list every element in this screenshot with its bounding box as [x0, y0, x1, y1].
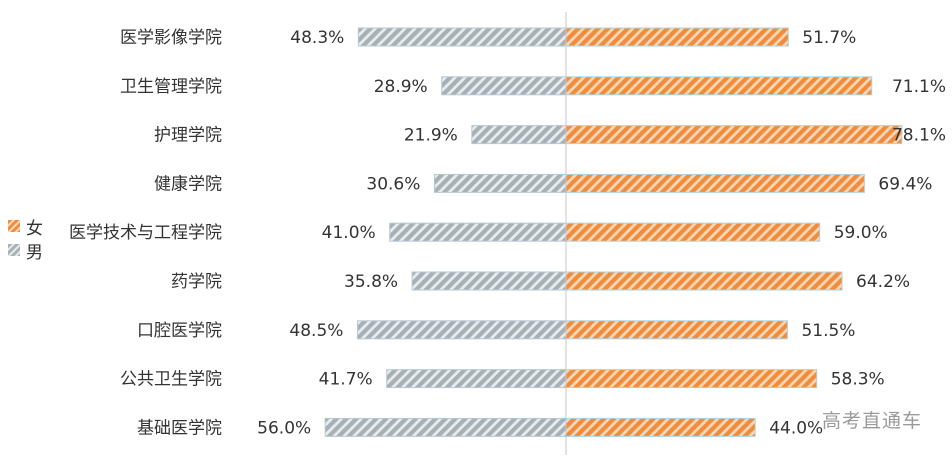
bar-male[interactable] — [386, 369, 567, 389]
data-label-male: 56.0% — [257, 418, 311, 438]
category-label: 基础医学院 — [137, 418, 222, 438]
data-label-male: 48.5% — [289, 321, 343, 341]
bars-group: 医学影像学院 48.3% 51.7% 卫生管理学院 28.9% 71.1% 护理学院 21.9… — [69, 27, 946, 438]
category-label: 药学院 — [171, 272, 222, 292]
data-label-female: 78.1% — [892, 126, 946, 146]
bar-female[interactable] — [565, 27, 789, 47]
bar-female[interactable] — [565, 222, 821, 242]
data-label-male: 30.6% — [366, 174, 420, 194]
bar-female[interactable] — [565, 76, 873, 96]
bar-female[interactable] — [565, 417, 756, 437]
data-label-female: 64.2% — [856, 272, 910, 292]
data-label-female: 69.4% — [878, 174, 932, 194]
bar-female[interactable] — [565, 173, 865, 193]
data-label-female: 44.0% — [769, 418, 823, 438]
legend-swatch-female — [8, 220, 20, 232]
bar-female[interactable] — [565, 320, 788, 340]
watermark: 高考直通车 — [821, 410, 922, 432]
bar-female[interactable] — [565, 369, 818, 389]
category-label: 医学技术与工程学院 — [69, 223, 222, 243]
data-label-female: 71.1% — [892, 77, 946, 97]
data-label-female: 59.0% — [834, 223, 888, 243]
bar-female[interactable] — [565, 271, 843, 291]
data-label-male: 41.0% — [322, 223, 376, 243]
legend-item-male[interactable]: 男 — [8, 238, 43, 263]
category-label: 医学影像学院 — [120, 28, 222, 48]
bar-male[interactable] — [324, 417, 567, 437]
bar-male[interactable] — [441, 76, 567, 96]
category-label: 公共卫生学院 — [120, 370, 222, 390]
legend-swatch-male — [8, 244, 20, 256]
category-label: 健康学院 — [154, 174, 222, 194]
legend-item-female[interactable]: 女 — [8, 214, 43, 239]
category-label: 护理学院 — [154, 126, 222, 146]
bar-male[interactable] — [433, 173, 567, 193]
legend-label-male: 男 — [26, 242, 43, 263]
bar-male[interactable] — [357, 27, 567, 47]
category-label: 卫生管理学院 — [120, 77, 222, 97]
data-label-male: 41.7% — [319, 370, 373, 390]
legend: 女 男 — [8, 214, 43, 263]
bar-male[interactable] — [389, 222, 567, 242]
data-label-female: 51.7% — [802, 28, 856, 48]
category-label: 口腔医学院 — [137, 321, 222, 341]
data-label-male: 21.9% — [404, 126, 458, 146]
data-label-male: 48.3% — [290, 28, 344, 48]
data-label-female: 58.3% — [831, 370, 885, 390]
bar-male[interactable] — [356, 320, 567, 340]
data-label-male: 28.9% — [374, 77, 428, 97]
data-label-male: 35.8% — [344, 272, 398, 292]
bar-male[interactable] — [411, 271, 567, 291]
legend-label-female: 女 — [26, 218, 43, 239]
bar-female[interactable] — [565, 125, 903, 145]
data-label-female: 51.5% — [801, 321, 855, 341]
bar-male[interactable] — [471, 125, 567, 145]
